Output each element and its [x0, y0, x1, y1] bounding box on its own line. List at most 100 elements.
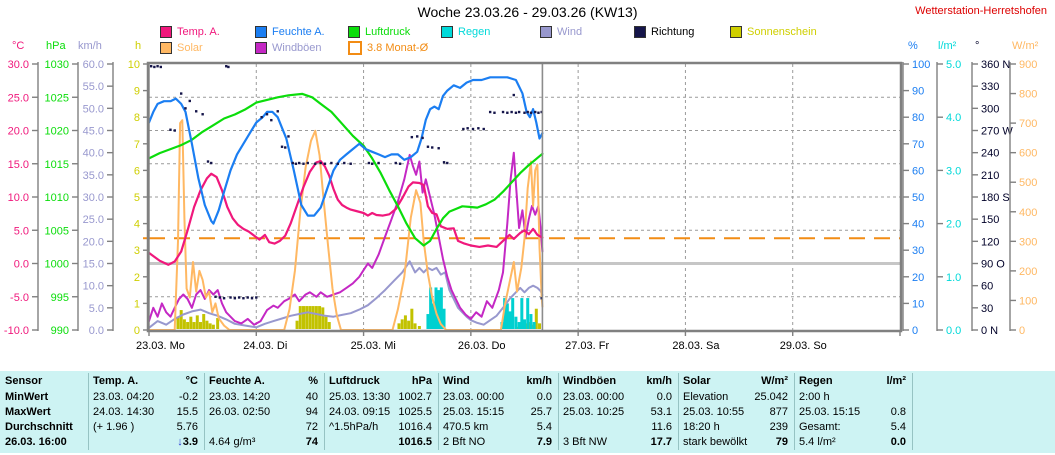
- dot-richtung: [431, 146, 434, 149]
- dot-richtung: [512, 93, 515, 97]
- dot-richtung: [370, 162, 374, 165]
- table-header-regen: Regen l/m²: [794, 374, 912, 389]
- legend-swatch-regen: [441, 26, 453, 38]
- legend-swatch-feuchte-a: [255, 26, 267, 38]
- table-row-sensor-1: MaxWert: [0, 405, 88, 420]
- table-cell-label: 470.5 km: [443, 421, 489, 433]
- dot-richtung: [306, 161, 309, 165]
- dot-richtung: [506, 111, 509, 114]
- table-header-sensor: Sensor: [0, 374, 88, 389]
- dot-richtung: [195, 110, 198, 113]
- dot-richtung: [153, 65, 156, 69]
- dot-richtung: [537, 111, 540, 114]
- table-row-solar-2: 18:20 h 239: [678, 420, 794, 435]
- dot-richtung: [201, 113, 204, 116]
- humidity-axis-label: 0: [912, 325, 918, 337]
- xaxis-day-label: 25.03. Mi: [351, 340, 396, 352]
- table-cell-label: 25.03. 15:15: [443, 406, 505, 418]
- legend-label-monat-avg: 3.8 Monat-Ø: [367, 42, 429, 54]
- table-cell-value: 11.6: [651, 421, 672, 433]
- table-cell-label: (+ 1.96 ): [93, 421, 135, 433]
- table-cell-value: 1002.7: [398, 391, 432, 403]
- dot-richtung: [477, 127, 480, 130]
- dot-richtung: [442, 161, 446, 164]
- humidity-axis-label: 40: [912, 219, 924, 231]
- unit-label-Wm: W/m²: [1012, 40, 1039, 52]
- table-cell-value: 5.4: [890, 421, 906, 433]
- series-solar: [148, 119, 544, 331]
- table-cell-label: 23.03. 04:20: [93, 391, 155, 403]
- table-row-regen-2: Gesamt: 5.4: [794, 420, 912, 435]
- dot-richtung: [330, 161, 333, 165]
- table-col-luftdruck: Luftdruck hPa 25.03. 13:30 1002.7 24.03. 09:…: [324, 371, 438, 453]
- dot-richtung: [276, 110, 279, 113]
- humidity-axis-label: 10: [912, 298, 924, 310]
- dot-richtung: [482, 127, 485, 131]
- pressure-axis-label: 1015: [45, 159, 69, 171]
- dot-richtung: [462, 127, 465, 131]
- table-row-windboeen-0: 23.03. 00:00 0.0: [558, 390, 678, 405]
- wind-axis-label: 20.0: [83, 236, 104, 248]
- humidity-axis-label: 100: [912, 59, 930, 71]
- solar-axis-label: 900: [1019, 59, 1037, 71]
- table-col-temp: Temp. A. °C 23.03. 04:20 -0.2 24.03. 14:30 15…: [88, 371, 204, 453]
- pressure-axis-label: 1005: [45, 225, 69, 237]
- solar-axis-label: 800: [1019, 89, 1037, 101]
- wind-axis-label: 15.0: [83, 259, 104, 271]
- table-header-unit: %: [308, 375, 318, 387]
- xaxis-day-label: 24.03. Di: [243, 340, 287, 352]
- wind-axis-label: 10.0: [83, 281, 104, 293]
- table-cell-value: 53.1: [650, 406, 672, 418]
- dot-richtung: [302, 162, 305, 165]
- unit-label-C: °C: [12, 40, 25, 52]
- table-cell-value: 15.5: [176, 406, 198, 418]
- table-col-feuchte: Feuchte A.% 23.03. 14:20 40 26.03. 02:50 94 7…: [204, 371, 324, 453]
- dot-richtung: [377, 161, 380, 165]
- dot-richtung: [206, 160, 210, 163]
- sun-axis-label: 4: [134, 219, 140, 231]
- axis-units-row: °C hPa km/h h% l/m² ° W/m²: [0, 40, 1055, 54]
- xaxis-day-label: 26.03. Do: [458, 340, 506, 352]
- table-row-wind-2: 470.5 km 5.4: [438, 420, 558, 435]
- table-cell-label: 24.03. 09:15: [329, 406, 391, 418]
- station-name: Wetterstation-Herretshofen: [915, 5, 1047, 17]
- dot-richtung: [398, 162, 402, 165]
- dot-richtung: [149, 65, 153, 68]
- legend-label-wind: Wind: [557, 26, 583, 38]
- table-row-regen-3: 5.4 l/m² 0.0: [794, 435, 912, 450]
- pressure-axis-label: 995: [51, 292, 69, 304]
- table-cell-value: 17.7: [650, 436, 672, 448]
- table-row-temp-0: 23.03. 04:20 -0.2: [88, 390, 204, 405]
- table-row-windboeen-1: 25.03. 10:25 53.1: [558, 405, 678, 420]
- sun-axis-label: 8: [134, 112, 140, 124]
- dot-richtung: [214, 295, 217, 298]
- table-cell-value: 74: [305, 436, 318, 448]
- temp-axis-label: 30.0: [8, 59, 29, 71]
- table-row-sensor-3: 26.03. 16:00: [0, 435, 88, 450]
- table-cell-label: 26.03. 16:00: [5, 436, 67, 448]
- table-cell-label: 5.4 l/m²: [799, 436, 836, 448]
- dot-richtung: [466, 127, 469, 130]
- dot-richtung: [270, 118, 273, 122]
- legend-item-sonnenschein: Sonnenschein: [730, 26, 817, 38]
- dot-richtung: [471, 127, 475, 131]
- dot-richtung: [426, 145, 430, 148]
- dot-richtung: [260, 116, 263, 119]
- humidity-axis-label: 80: [912, 112, 924, 124]
- rain-axis-label: 5.0: [946, 59, 961, 71]
- sun-axis-label: 3: [134, 245, 140, 257]
- table-col-windboeen: Windböen km/h 23.03. 00:00 0.0 25.03. 10:25 5…: [558, 371, 678, 453]
- legend-item-wind: Wind: [540, 26, 582, 38]
- table-cell-label: stark bewölkt: [683, 436, 748, 448]
- legend-label-feuchte-a: Feuchte A.: [272, 26, 325, 38]
- dot-richtung: [188, 99, 191, 103]
- humidity-axis-label: 90: [912, 86, 924, 98]
- rain-axis-label: 4.0: [946, 112, 961, 124]
- table-header-unit: km/h: [526, 375, 552, 387]
- dot-richtung: [336, 162, 340, 165]
- table-row-temp-1: 24.03. 14:30 15.5: [88, 405, 204, 420]
- table-cell-value: 0.0: [890, 436, 906, 448]
- humidity-axis-label: 60: [912, 165, 924, 177]
- table-cell-value: -0.2: [179, 391, 198, 403]
